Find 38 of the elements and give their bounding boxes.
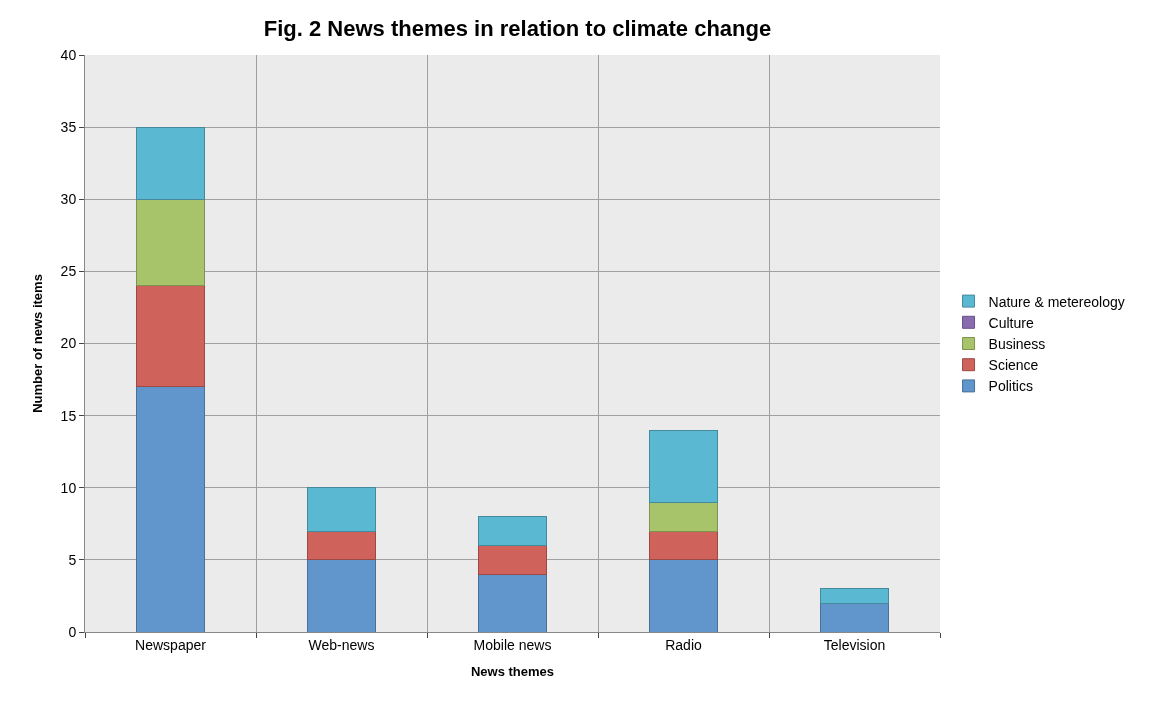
bar (306, 530, 377, 561)
bar (135, 285, 206, 388)
x-axis-title: News themes (470, 664, 555, 680)
bar (477, 516, 548, 546)
bar (306, 559, 377, 632)
bar (819, 588, 890, 604)
y-tick-label: 35 (60, 119, 77, 136)
y-tick-label: 5 (68, 551, 77, 568)
bar (477, 544, 548, 575)
x-tick-label: Television (823, 636, 886, 653)
legend-label: Culture (988, 314, 1034, 331)
x-tick-label: Radio (665, 636, 702, 653)
x-tick-label: Mobile news (473, 636, 552, 653)
chart-title: Fig. 2 News themes in relation to climate change (263, 16, 772, 42)
bar (819, 602, 890, 632)
y-tick-label: 0 (68, 623, 77, 640)
y-tick-label: 20 (60, 335, 77, 352)
y-tick-label: 15 (60, 407, 77, 424)
y-tick-label: 30 (60, 191, 77, 208)
bar (306, 487, 377, 532)
y-tick-label: 40 (60, 46, 77, 63)
y-axis-title: Number of news items (29, 274, 45, 413)
y-tick-label: 25 (60, 263, 77, 280)
x-tick-label: Newspaper (135, 636, 207, 653)
legend-label: Business (988, 335, 1046, 352)
bar (648, 429, 719, 503)
legend-label: Science (988, 357, 1039, 374)
bar (135, 386, 206, 632)
bar (648, 501, 719, 532)
legend-label: Nature & metereology (988, 293, 1125, 310)
bar (648, 530, 719, 561)
bar (135, 198, 206, 287)
bar (648, 559, 719, 632)
bar (135, 126, 206, 200)
legend-label: Politics (988, 378, 1033, 395)
y-tick-label: 10 (60, 479, 77, 496)
bar (477, 573, 548, 632)
x-tick-label: Web-news (308, 636, 375, 653)
